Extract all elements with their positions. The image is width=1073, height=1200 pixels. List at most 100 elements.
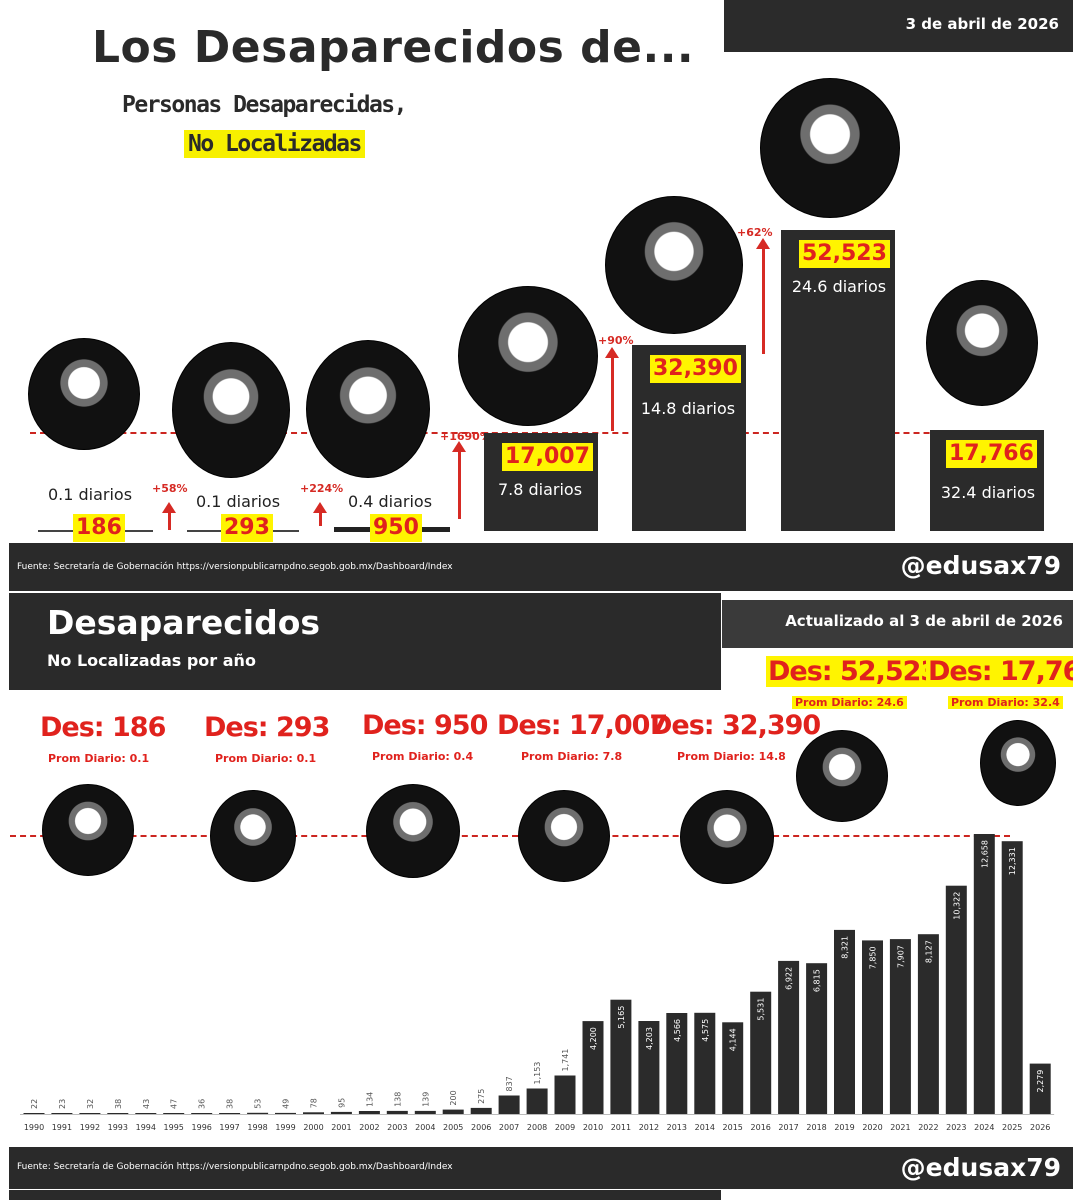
top-arrow-shaft-4 <box>611 357 614 431</box>
chart-x-tick-label: 2001 <box>331 1123 351 1132</box>
top-title: Los Desaparecidos de... <box>92 22 695 73</box>
chart-x-tick-label: 2011 <box>611 1123 631 1132</box>
top-source-text: Fuente: Secretaría de Gobernación https:… <box>17 562 453 572</box>
chart-bar-2023 <box>945 885 967 1114</box>
top-arrow-shaft-3 <box>458 451 461 519</box>
top-footer: Fuente: Secretaría de Gobernación https:… <box>9 543 1073 591</box>
chart-bar-2008 <box>526 1088 548 1114</box>
chart-value-label: 4,144 <box>729 1028 738 1051</box>
chart-bar-2007 <box>498 1095 520 1114</box>
chart-x-tick-label: 1994 <box>136 1123 156 1132</box>
top-daily-rate-1: 0.1 diarios <box>47 485 133 504</box>
bottom-des-5: Des: 32,390 <box>650 710 821 741</box>
chart-value-label: 38 <box>226 1099 235 1109</box>
bottom-des-4: Des: 17,007 <box>497 710 668 741</box>
chart-bar-2011 <box>610 999 632 1114</box>
top-daily-rate-6: 24.6 diarios <box>791 277 887 296</box>
president-portrait-icon <box>42 784 134 876</box>
chart-bar-1990 <box>23 1113 45 1114</box>
chart-bar-2004 <box>414 1110 436 1114</box>
top-subtitle-line1: Personas Desaparecidas, <box>122 92 408 118</box>
chart-bar-1993 <box>107 1113 129 1114</box>
chart-value-label: 12,658 <box>980 840 989 868</box>
chart-x-tick-label: 2003 <box>387 1123 407 1132</box>
chart-x-tick-label: 2020 <box>862 1123 882 1132</box>
top-daily-rate-3: 0.4 diarios <box>347 492 433 511</box>
bottom-des-2: Des: 293 <box>204 712 330 743</box>
top-daily-rate-4: 7.8 diarios <box>497 480 583 499</box>
top-period-bar-6 <box>781 230 895 531</box>
chart-value-label: 2,279 <box>1036 1070 1045 1093</box>
president-portrait-icon <box>366 784 460 878</box>
chart-bar-2021 <box>889 939 911 1114</box>
chart-bar-2006 <box>470 1107 492 1114</box>
bottom-title: Desaparecidos <box>47 603 321 642</box>
chart-bar-2003 <box>386 1110 408 1114</box>
chart-value-label: 837 <box>505 1076 514 1091</box>
bottom-subtitle: No Localizadas por año <box>47 651 256 670</box>
chart-x-tick-label: 1995 <box>164 1123 184 1132</box>
bottom-strip <box>9 1190 721 1200</box>
chart-value-label: 49 <box>282 1099 291 1109</box>
chart-x-tick-label: 2021 <box>890 1123 910 1132</box>
chart-value-label: 22 <box>30 1099 39 1109</box>
president-portrait-icon <box>796 730 888 822</box>
chart-value-label: 138 <box>393 1092 402 1107</box>
top-daily-rate-7: 32.4 diarios <box>940 483 1036 502</box>
chart-x-tick-label: 1993 <box>108 1123 128 1132</box>
chart-value-label: 4,566 <box>673 1019 682 1042</box>
chart-bar-2012 <box>638 1021 660 1114</box>
chart-x-tick-label: 1990 <box>24 1123 44 1132</box>
bottom-handle: @edusax79 <box>900 1153 1061 1182</box>
chart-x-tick-label: 2002 <box>359 1123 379 1132</box>
chart-bar-2013 <box>666 1013 688 1114</box>
chart-value-label: 134 <box>365 1092 374 1107</box>
chart-bar-2020 <box>862 940 883 1114</box>
chart-value-label: 6,815 <box>813 969 822 992</box>
chart-x-tick-label: 2025 <box>1002 1123 1022 1132</box>
chart-value-label: 4,200 <box>589 1027 598 1050</box>
chart-value-label: 32 <box>86 1099 95 1109</box>
chart-x-tick-label: 2007 <box>499 1123 519 1132</box>
chart-bar-2017 <box>778 960 800 1114</box>
top-change-1: +58% <box>152 482 188 495</box>
chart-bar-1999 <box>275 1112 296 1114</box>
top-total-7: 17,766 <box>946 440 1037 468</box>
bottom-prom-7: Prom Diario: 32.4 <box>948 696 1063 709</box>
chart-value-label: 36 <box>198 1099 207 1109</box>
top-arrow-shaft-5 <box>762 248 765 354</box>
chart-value-label: 139 <box>421 1092 430 1107</box>
chart-value-label: 275 <box>477 1089 486 1104</box>
top-total-4: 17,007 <box>502 443 593 471</box>
chart-bar-2010 <box>582 1021 604 1114</box>
top-change-3: +1690% <box>440 430 491 443</box>
arrow-up-icon <box>313 502 327 513</box>
chart-bar-2000 <box>303 1112 324 1114</box>
top-change-2: +224% <box>300 482 344 495</box>
chart-x-tick-label: 1998 <box>247 1123 267 1132</box>
bottom-des-3: Des: 950 <box>362 710 488 741</box>
chart-x-tick-label: 2009 <box>555 1123 575 1132</box>
chart-x-tick-label: 2016 <box>751 1123 771 1132</box>
chart-value-label: 43 <box>142 1099 151 1109</box>
chart-value-label: 4,203 <box>645 1027 654 1050</box>
chart-x-tick-label: 2024 <box>974 1123 994 1132</box>
president-portrait-icon <box>926 280 1038 406</box>
arrow-up-icon <box>756 238 770 249</box>
bottom-footer: Fuente: Secretaría de Gobernación https:… <box>9 1147 1073 1189</box>
president-portrait-icon <box>760 78 900 218</box>
chart-x-tick-label: 1992 <box>80 1123 100 1132</box>
chart-bar-2024 <box>973 834 995 1114</box>
chart-bar-2018 <box>806 963 828 1114</box>
top-change-4: +90% <box>598 334 634 347</box>
chart-value-label: 1,741 <box>561 1049 570 1072</box>
chart-x-tick-label: 2006 <box>471 1123 491 1132</box>
bottom-prom-1: Prom Diario: 0.1 <box>48 752 150 765</box>
chart-value-label: 23 <box>58 1099 67 1109</box>
chart-x-tick-label: 2018 <box>806 1123 826 1132</box>
chart-bar-2022 <box>917 934 939 1114</box>
arrow-up-icon <box>452 441 466 452</box>
chart-x-tick-label: 2010 <box>583 1123 603 1132</box>
chart-bar-1996 <box>191 1113 213 1114</box>
chart-x-tick-label: 2015 <box>723 1123 743 1132</box>
